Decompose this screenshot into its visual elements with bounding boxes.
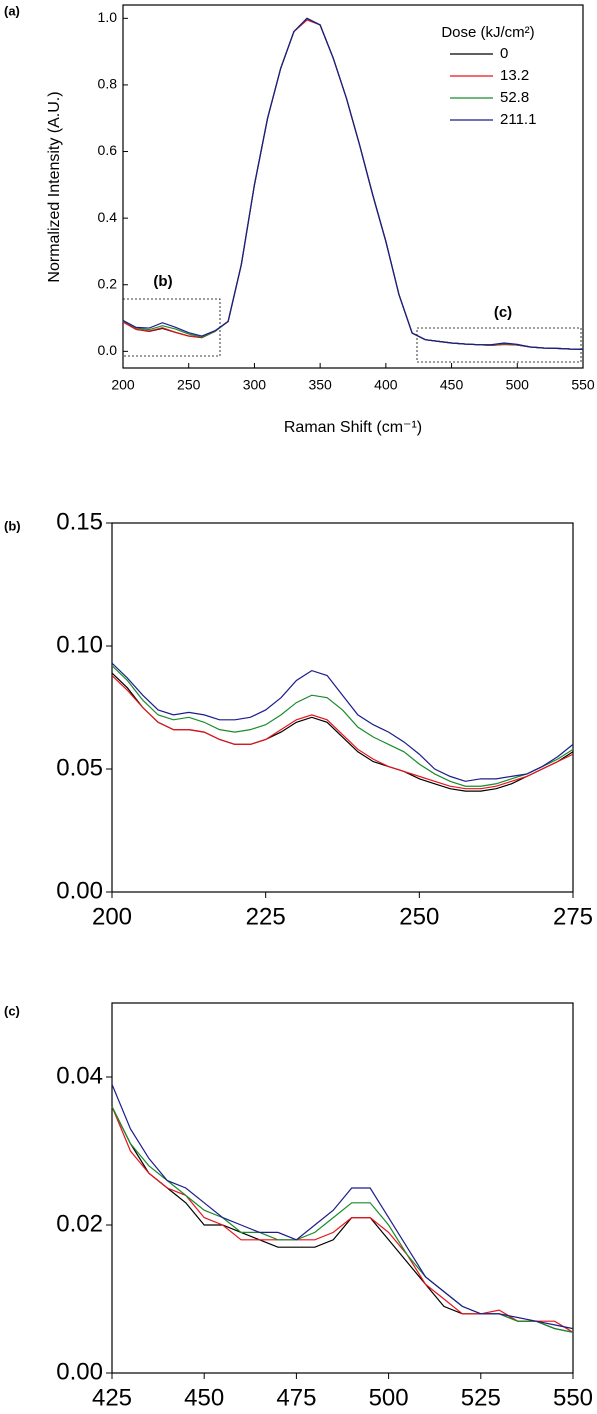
y-tick-label: 0.6 [98, 142, 118, 158]
series-line [111, 1084, 574, 1330]
series-line [111, 1106, 574, 1333]
legend-label: 211.1 [500, 111, 536, 128]
x-tick-label: 450 [184, 1384, 224, 1411]
x-tick-label: 550 [553, 1384, 593, 1411]
x-tick-label: 450 [440, 377, 464, 393]
y-tick-label: 0.04 [56, 1062, 103, 1089]
legend-label: 0 [500, 45, 508, 62]
legend-label: 52.8 [500, 89, 529, 106]
annotation: (b) [153, 273, 172, 290]
x-tick-label: 225 [246, 903, 286, 930]
y-tick-label: 0.00 [56, 877, 103, 904]
x-tick-label: 275 [553, 903, 593, 930]
zoom-box [416, 327, 582, 363]
panel-label: (a) [4, 3, 20, 18]
panel-label: (c) [4, 1003, 20, 1018]
x-tick-label: 250 [399, 903, 439, 930]
y-tick-label: 0.05 [56, 754, 103, 781]
plot-frame [122, 4, 584, 369]
legend-label: 13.2 [500, 67, 529, 84]
series-line [122, 17, 584, 350]
annotation: (c) [494, 304, 512, 321]
series-line [111, 1106, 574, 1333]
x-tick-label: 500 [369, 1384, 409, 1411]
y-tick-label: 0.2 [98, 275, 118, 291]
x-tick-label: 525 [461, 1384, 501, 1411]
x-tick-label: 300 [243, 377, 267, 393]
x-tick-label: 200 [92, 903, 132, 930]
plot-frame [111, 1002, 574, 1374]
y-tick-label: 0.0 [98, 342, 118, 358]
x-tick-label: 475 [276, 1384, 316, 1411]
x-tick-label: 400 [374, 377, 398, 393]
series-line [111, 675, 574, 790]
series-line [111, 662, 574, 782]
y-tick-label: 0.15 [56, 508, 103, 535]
series-line [111, 665, 574, 787]
y-tick-label: 0.8 [98, 76, 118, 92]
series-line [111, 672, 574, 792]
plot-frame [111, 522, 574, 893]
x-tick-label: 350 [308, 377, 332, 393]
x-tick-label: 250 [177, 377, 201, 393]
series-line [111, 1106, 574, 1333]
y-axis-title: Normalized Intensity (A.U.) [46, 91, 63, 282]
panel-label: (b) [4, 518, 21, 533]
x-axis-title: Raman Shift (cm⁻¹) [284, 419, 422, 436]
y-tick-label: 0.4 [98, 209, 118, 225]
y-tick-label: 0.10 [56, 631, 103, 658]
x-tick-label: 500 [506, 377, 530, 393]
y-tick-label: 1.0 [98, 9, 118, 25]
x-tick-label: 425 [92, 1384, 132, 1411]
x-tick-label: 550 [571, 377, 595, 393]
y-tick-label: 0.00 [56, 1358, 103, 1385]
x-tick-label: 200 [111, 377, 135, 393]
y-tick-label: 0.02 [56, 1210, 103, 1237]
legend-title: Dose (kJ/cm²) [441, 24, 534, 41]
